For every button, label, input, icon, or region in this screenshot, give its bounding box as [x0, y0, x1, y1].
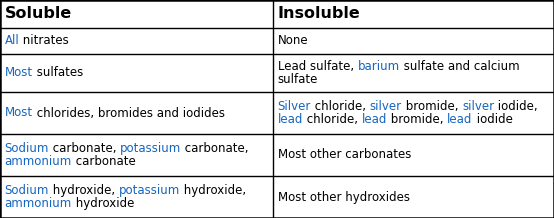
Text: hydroxide: hydroxide [71, 197, 134, 210]
Text: Most other carbonates: Most other carbonates [278, 148, 411, 162]
Text: barium: barium [357, 60, 399, 73]
Text: chlorides, bromides and iodides: chlorides, bromides and iodides [33, 107, 224, 119]
Text: iodide: iodide [473, 113, 512, 126]
Text: silver: silver [462, 100, 494, 113]
Text: ammonium: ammonium [4, 197, 71, 210]
Text: chloride,: chloride, [303, 113, 362, 126]
Text: sulfate and calcium: sulfate and calcium [399, 60, 519, 73]
Text: potassium: potassium [120, 142, 181, 155]
Text: lead: lead [447, 113, 473, 126]
Text: iodide,: iodide, [494, 100, 538, 113]
Text: sulfates: sulfates [33, 66, 83, 80]
Text: Insoluble: Insoluble [278, 7, 360, 22]
Text: bromide,: bromide, [402, 100, 462, 113]
Text: chloride,: chloride, [311, 100, 370, 113]
Text: ammonium: ammonium [4, 155, 71, 168]
Text: potassium: potassium [119, 184, 180, 197]
Text: carbonate,: carbonate, [181, 142, 249, 155]
Text: Sodium: Sodium [4, 184, 49, 197]
Text: carbonate,: carbonate, [49, 142, 120, 155]
Text: sulfate: sulfate [278, 73, 318, 86]
Text: lead: lead [278, 113, 303, 126]
Text: Sodium: Sodium [4, 142, 49, 155]
Text: hydroxide,: hydroxide, [180, 184, 246, 197]
Text: bromide,: bromide, [387, 113, 447, 126]
Text: All: All [4, 34, 19, 48]
Text: nitrates: nitrates [19, 34, 69, 48]
Text: lead: lead [362, 113, 387, 126]
Text: Lead sulfate,: Lead sulfate, [278, 60, 357, 73]
Text: hydroxide,: hydroxide, [49, 184, 119, 197]
Text: Most: Most [4, 66, 33, 80]
Text: Silver: Silver [278, 100, 311, 113]
Text: Most: Most [4, 107, 33, 119]
Text: carbonate: carbonate [71, 155, 135, 168]
Text: None: None [278, 34, 308, 48]
Text: silver: silver [370, 100, 402, 113]
Text: Soluble: Soluble [4, 7, 71, 22]
Text: Most other hydroxides: Most other hydroxides [278, 191, 409, 203]
